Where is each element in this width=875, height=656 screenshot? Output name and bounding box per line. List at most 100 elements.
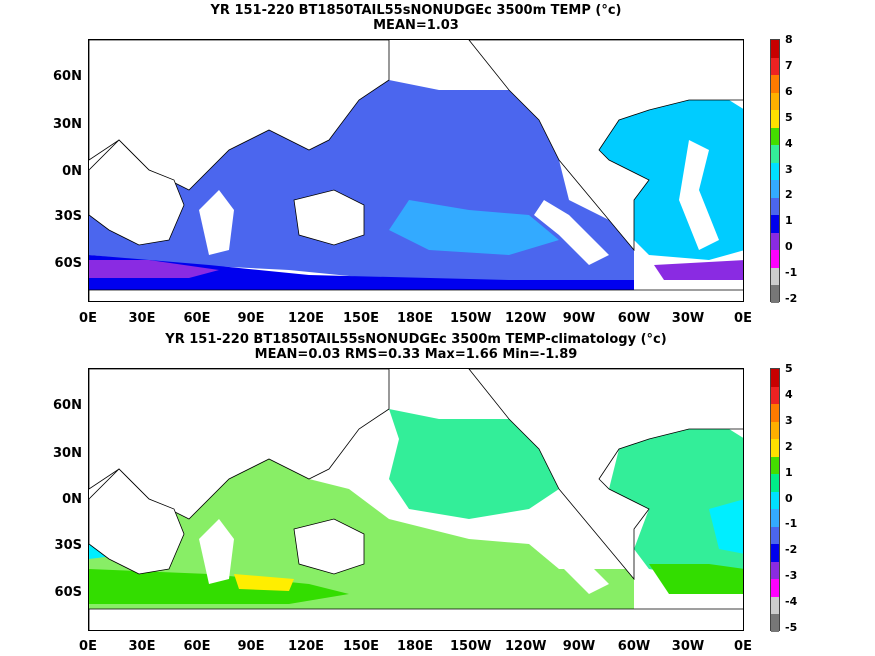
bottom-field-yellow	[234, 574, 294, 591]
colorbar-segment	[771, 57, 779, 76]
top-lat-label: 30N	[53, 117, 82, 132]
top-lon-label: 0E	[734, 311, 752, 326]
colorbar-segment	[771, 285, 779, 303]
colorbar-segment	[771, 162, 779, 181]
bottom-lon-label: 0E	[734, 639, 752, 654]
colorbar-segment	[771, 561, 779, 580]
bottom-lon-label: 150E	[342, 639, 380, 654]
bottom-colorbar	[770, 368, 780, 632]
colorbar-tick-label: -2	[785, 292, 798, 305]
colorbar-tick-label: 5	[785, 110, 793, 124]
top-lon-label: 90W	[562, 311, 596, 326]
colorbar-tick-label: 1	[785, 214, 793, 228]
bottom-map-field	[89, 369, 743, 630]
bottom-lon-label: 0E	[79, 639, 97, 654]
colorbar-segment	[771, 404, 779, 422]
colorbar-tick-label: 5	[785, 362, 793, 375]
top-gap-atlantic	[679, 140, 719, 250]
top-field-purple-w	[89, 260, 219, 278]
colorbar-segment	[771, 579, 779, 597]
bottom-lon-label: 60W	[617, 639, 651, 654]
top-lon-label: 180E	[396, 311, 434, 326]
colorbar-tick-label: 6	[785, 84, 793, 98]
bottom-lon-label: 30W	[671, 639, 705, 654]
bottom-map-title-line1: YR 151-220 BT1850TAIL55sNONUDGEc 3500m T…	[165, 332, 667, 347]
colorbar-segment	[771, 509, 779, 527]
bottom-lat-label: 60S	[54, 585, 82, 600]
bottom-land-antarctica	[89, 608, 743, 630]
top-lon-label: 90E	[237, 311, 265, 326]
top-map-title-line1: YR 151-220 BT1850TAIL55sNONUDGEc 3500m T…	[210, 3, 622, 18]
colorbar-segment	[771, 474, 779, 492]
colorbar-segment	[771, 439, 779, 457]
bottom-lon-label: 120E	[287, 639, 325, 654]
bottom-lat-label: 30N	[53, 446, 82, 461]
top-map-mean: MEAN=1.03	[373, 18, 459, 33]
colorbar-tick-label: 2	[785, 188, 793, 202]
top-lon-label: 0E	[79, 311, 97, 326]
bottom-field-cyan	[709, 499, 743, 554]
top-land-americas	[468, 40, 743, 252]
colorbar-segment	[771, 250, 779, 268]
bottom-lon-label: 120W	[505, 639, 547, 654]
colorbar-segment	[771, 215, 779, 233]
top-lat-label: 0N	[62, 164, 82, 179]
bottom-gap-ridge	[534, 529, 609, 594]
bottom-field-main	[389, 409, 559, 519]
top-lon-label: 120W	[505, 311, 547, 326]
bottom-lon-label: 90E	[237, 639, 265, 654]
top-colorbar	[770, 39, 780, 303]
colorbar-tick-label: -1	[785, 517, 798, 531]
top-field-light	[389, 200, 559, 255]
top-map-panel	[88, 39, 744, 302]
colorbar-segment	[771, 456, 779, 475]
colorbar-tick-label: -1	[785, 266, 798, 280]
top-lon-label: 30W	[671, 311, 705, 326]
colorbar-tick-label: 8	[785, 33, 793, 46]
colorbar-tick-label: -4	[785, 595, 798, 609]
top-land-australia	[293, 189, 365, 246]
top-lon-label: 30E	[128, 311, 156, 326]
colorbar-tick-label: 0	[785, 240, 793, 254]
colorbar-tick-label: -5	[785, 621, 798, 634]
top-gap-indian	[199, 190, 234, 255]
top-land-africa	[89, 139, 185, 246]
colorbar-tick-label: 0	[785, 491, 793, 505]
top-gap-ridge	[534, 200, 609, 265]
colorbar-tick-label: 1	[785, 465, 793, 479]
colorbar-segment	[771, 180, 779, 198]
colorbar-tick-label: -3	[785, 569, 798, 583]
top-lat-label: 60S	[54, 256, 82, 271]
colorbar-segment	[771, 369, 779, 387]
colorbar-tick-label: 4	[785, 387, 793, 401]
bottom-lat-label: 0N	[62, 492, 82, 507]
bottom-land-africa	[89, 468, 185, 575]
bottom-lon-label: 180E	[396, 639, 434, 654]
colorbar-segment	[771, 421, 779, 440]
bottom-map-panel	[88, 368, 744, 631]
top-map-field	[89, 40, 743, 301]
colorbar-tick-label: 3	[785, 413, 793, 427]
colorbar-segment	[771, 526, 779, 545]
top-lon-label: 120E	[287, 311, 325, 326]
top-lon-label: 60E	[183, 311, 211, 326]
colorbar-segment	[771, 75, 779, 93]
top-lon-label: 60W	[617, 311, 651, 326]
top-map-title: YR 151-220 BT1850TAIL55sNONUDGEc 3500m T…	[88, 3, 744, 33]
bottom-lat-label: 30S	[54, 538, 82, 553]
colorbar-segment	[771, 596, 779, 615]
colorbar-segment	[771, 92, 779, 111]
colorbar-segment	[771, 491, 779, 510]
colorbar-segment	[771, 386, 779, 405]
colorbar-segment	[771, 197, 779, 216]
colorbar-segment	[771, 145, 779, 163]
top-lat-label: 30S	[54, 209, 82, 224]
bottom-field-green-e	[649, 564, 743, 594]
bottom-lon-label: 60E	[183, 639, 211, 654]
bottom-land-australia	[293, 518, 365, 575]
top-field-deep	[89, 255, 634, 290]
colorbar-tick-label: -2	[785, 543, 798, 557]
top-land-antarctica	[89, 289, 743, 301]
bottom-map-title: YR 151-220 BT1850TAIL55sNONUDGEc 3500m T…	[88, 332, 744, 362]
colorbar-segment	[771, 110, 779, 128]
